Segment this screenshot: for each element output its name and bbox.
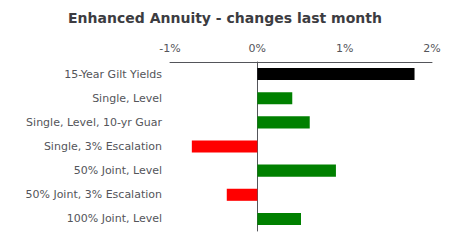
svg-text:100% Joint, Level: 100% Joint, Level <box>67 212 162 225</box>
svg-text:Single, 3% Escalation: Single, 3% Escalation <box>44 140 162 153</box>
svg-text:Single, Level, 10-yr Guar: Single, Level, 10-yr Guar <box>26 116 162 129</box>
svg-text:15-Year Gilt Yields: 15-Year Gilt Yields <box>64 68 162 81</box>
svg-text:2%: 2% <box>423 42 440 55</box>
svg-text:50% Joint, 3% Escalation: 50% Joint, 3% Escalation <box>25 188 162 201</box>
svg-text:-1%: -1% <box>159 42 180 55</box>
svg-text:50% Joint, Level: 50% Joint, Level <box>74 164 162 177</box>
svg-text:1%: 1% <box>336 42 353 55</box>
svg-text:0%: 0% <box>249 42 266 55</box>
svg-text:Enhanced Annuity - changes las: Enhanced Annuity - changes last month <box>68 10 382 26</box>
svg-text:Single, Level: Single, Level <box>92 92 162 105</box>
